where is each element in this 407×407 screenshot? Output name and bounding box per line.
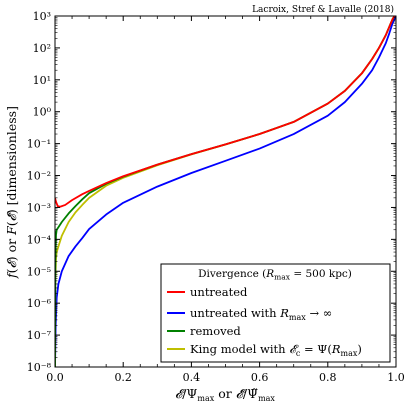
legend: Divergence (Rmax = 500 kpc) untreated un… [160,263,391,363]
x-tick-label: 0.0 [46,371,64,384]
y-tick-label: 10⁻⁸ [27,361,52,374]
legend-label-removed: removed [190,324,241,338]
x-tick-label: 1.0 [387,371,405,384]
y-axis-label: f(𝓔) or F(𝓔̃) [dimensionless] [4,106,19,279]
y-tick-label: 10⁻¹ [27,138,51,151]
y-tick-label: 10⁰ [33,106,52,119]
ticks-layer: 0.0 0.2 0.4 0.6 0.8 1.0 10⁻⁸ 10⁻⁷ 10⁻⁶ 10⁻⁵ 10⁻⁴ 10… [27,10,405,384]
y-tick-label: 10³ [33,10,51,23]
series-line-0 [55,16,396,208]
x-tick-label: 0.6 [251,371,269,384]
y-tick-label: 10⁻⁶ [27,297,52,310]
legend-box [160,263,391,363]
y-tick-label: 10² [33,42,51,55]
legend-label-king: King model with 𝓔c = Ψ(Rmax) [190,342,362,358]
y-tick-label: 10⁻⁴ [27,233,52,246]
y-tick-label: 10⁻⁵ [27,265,51,278]
plot-frame [54,15,397,368]
x-tick-label: 0.2 [114,371,132,384]
y-tick-label: 10⁻³ [27,201,51,214]
legend-label-untreated: untreated [190,285,248,299]
series-line-1 [55,16,396,367]
x-tick-label: 0.8 [319,371,337,384]
y-tick-label: 10⁻⁷ [27,329,52,342]
series-layer [55,16,396,367]
y-tick-label: 10¹ [33,74,51,87]
legend-label-untreated-infinite: untreated with Rmax → ∞ [190,306,332,322]
x-axis-label: 𝓔/Ψmax or 𝓔̃/Ψ̃max [175,386,275,403]
x-tick-label: 0.4 [183,371,201,384]
legend-title: Divergence (Rmax = 500 kpc) [198,268,352,282]
credit-text: Lacroix, Stref & Lavalle (2018) [252,4,394,15]
y-tick-label: 10⁻² [27,170,51,183]
